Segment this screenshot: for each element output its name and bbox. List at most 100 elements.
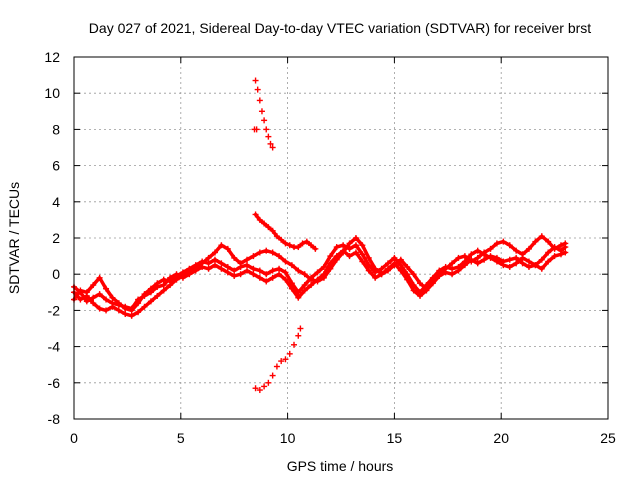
data-point [252, 211, 259, 218]
data-point [267, 140, 274, 147]
data-point [295, 244, 302, 251]
data-point [295, 267, 302, 274]
data-point [83, 298, 90, 305]
data-point [551, 253, 558, 260]
data-point [429, 274, 436, 281]
data-point [519, 260, 526, 267]
data-point [282, 356, 289, 363]
data-point [384, 260, 391, 267]
data-point [308, 282, 315, 289]
data-point [365, 267, 372, 274]
data-point [256, 267, 263, 274]
x-tick-label: 10 [280, 430, 296, 446]
data-point [359, 258, 366, 265]
data-point [506, 263, 513, 270]
data-point [365, 254, 372, 261]
data-point [160, 287, 167, 294]
data-point [282, 276, 289, 283]
data-point [205, 265, 212, 272]
data-point [295, 332, 302, 339]
data-point [282, 240, 289, 247]
data-point [269, 267, 276, 274]
data-point [261, 117, 268, 124]
data-point [96, 305, 103, 312]
data-point [436, 267, 443, 274]
data-point [493, 254, 500, 261]
data-point [301, 287, 308, 294]
data-point [128, 312, 135, 319]
data-point [500, 258, 507, 265]
data-point [218, 260, 225, 267]
data-point [500, 238, 507, 245]
data-point [256, 97, 263, 104]
data-point [90, 294, 97, 301]
y-tick-label: 12 [44, 49, 60, 65]
data-point [135, 309, 142, 316]
data-point [211, 262, 218, 269]
data-point [359, 251, 366, 258]
data-point [333, 244, 340, 251]
data-point [265, 379, 272, 386]
data-point [308, 274, 315, 281]
data-point [256, 216, 263, 223]
data-point [192, 262, 199, 269]
data-point [532, 262, 539, 269]
data-point [299, 240, 306, 247]
data-point [96, 291, 103, 298]
data-point [173, 271, 180, 278]
data-point [179, 269, 186, 276]
data-point [141, 303, 148, 310]
data-point [301, 271, 308, 278]
data-point [410, 287, 417, 294]
data-point [303, 238, 310, 245]
data-point [474, 260, 481, 267]
data-point [442, 263, 449, 270]
data-point [397, 262, 404, 269]
data-point [252, 77, 259, 84]
data-point [276, 271, 283, 278]
x-axis-title: GPS time / hours [287, 458, 394, 474]
series-arc-high [251, 77, 276, 151]
data-point [297, 325, 304, 332]
data-point [109, 294, 116, 301]
data-point [404, 263, 411, 270]
y-tick-label: 4 [52, 194, 60, 210]
data-point [254, 86, 261, 93]
data-point [513, 260, 520, 267]
data-point [525, 245, 532, 252]
data-point [278, 358, 285, 365]
x-axis-ticks: 0 5 10 15 20 25 [70, 57, 616, 446]
data-point [269, 372, 276, 379]
data-point [141, 292, 148, 299]
data-point [295, 294, 302, 301]
data-point [525, 263, 532, 270]
data-point [282, 258, 289, 265]
data-point [276, 253, 283, 260]
data-point [128, 305, 135, 312]
data-point [314, 269, 321, 276]
data-point [231, 254, 238, 261]
data-point [538, 233, 545, 240]
data-point [545, 258, 552, 265]
grid [74, 57, 608, 419]
data-point [346, 253, 353, 260]
data-point [513, 247, 520, 254]
data-point [352, 242, 359, 249]
data-point [404, 276, 411, 283]
data-point [506, 242, 513, 249]
data-point [186, 271, 193, 278]
data-point [340, 242, 347, 249]
data-point [256, 387, 263, 394]
data-point [468, 251, 475, 258]
data-point [513, 254, 520, 261]
y-tick-label: 10 [44, 85, 60, 101]
data-point [90, 300, 97, 307]
data-point [77, 289, 84, 296]
data-point [103, 307, 110, 314]
data-point [286, 242, 293, 249]
data-point [186, 265, 193, 272]
data-point [179, 274, 186, 281]
data-point [83, 289, 90, 296]
data-point [261, 383, 268, 390]
chart-title: Day 027 of 2021, Sidereal Day-to-day VTE… [89, 20, 591, 36]
